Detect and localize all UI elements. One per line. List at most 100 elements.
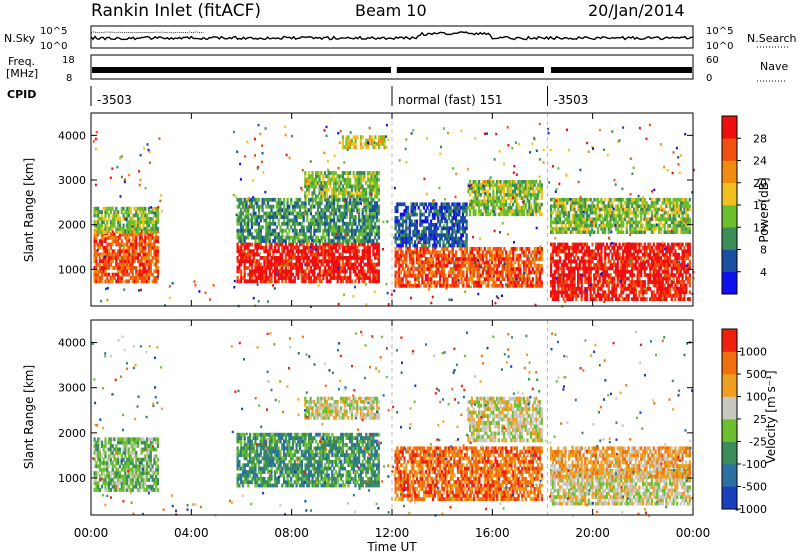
power-cell-6 (408, 273, 411, 278)
power-cell-2 (358, 249, 361, 254)
power-cell-6 (485, 263, 488, 268)
power-cell-3 (277, 201, 280, 206)
power-cell-9 (571, 249, 574, 254)
power-cell-9 (674, 242, 677, 247)
power-cell-6 (510, 263, 513, 268)
power-cell-6 (467, 253, 470, 258)
power-cell-6 (515, 273, 518, 278)
power-cell-7 (454, 205, 457, 210)
cpid-segment-label-1: normal (fast) 151 (398, 93, 502, 107)
power-cell-4 (315, 174, 318, 179)
power-cell-7 (406, 240, 410, 244)
power-cell-1 (127, 206, 131, 211)
power-cell-6 (531, 260, 534, 265)
power-cell-8 (524, 189, 527, 194)
power-cell-6 (508, 283, 511, 288)
power-cell-4 (307, 184, 310, 189)
power-cell-5 (383, 135, 386, 140)
power-cell-3 (347, 232, 350, 237)
power-cell-9 (650, 297, 654, 301)
power-cell-4 (338, 174, 341, 179)
power-cell-0 (147, 239, 151, 243)
power-cell-6 (469, 270, 472, 275)
power-cell-3 (283, 215, 286, 219)
power-cell-3 (341, 211, 345, 216)
power-cell-7 (453, 209, 456, 213)
power-cell-9 (658, 249, 661, 254)
power-cell-3 (347, 208, 350, 212)
power-cell-1 (111, 223, 114, 228)
power-cell-6 (455, 250, 458, 255)
power-cell-6 (467, 260, 470, 265)
power-cell-9 (659, 297, 663, 301)
power-cell-9 (667, 266, 670, 271)
power-cell-9 (640, 280, 643, 284)
power-cell-9 (681, 276, 684, 281)
power-cell-9 (586, 287, 589, 291)
power-cell-3 (363, 221, 366, 226)
power-cell-3 (320, 208, 323, 212)
power-cell-2 (341, 269, 345, 274)
power-cell-0 (122, 272, 125, 277)
power-cell-2 (257, 262, 261, 267)
power-cell-4 (368, 187, 371, 192)
power-cell-3 (308, 239, 311, 243)
power-cell-5 (349, 142, 352, 146)
power-cell-6 (473, 260, 476, 265)
power-cell-4 (318, 181, 321, 185)
power-cell-3 (345, 215, 348, 219)
power-cell-4 (363, 177, 366, 182)
power-cell-7 (405, 223, 408, 227)
power-cell-1 (146, 216, 149, 221)
power-cell-6 (517, 263, 520, 268)
power-cell-0 (135, 239, 138, 243)
power-cell-3 (370, 232, 373, 237)
power-cell-6 (458, 257, 461, 261)
power-cell-1 (118, 230, 122, 235)
power-cell-8 (533, 183, 536, 187)
power-cell-9 (640, 287, 643, 291)
power-cell-4 (311, 171, 314, 175)
power-cell-7 (444, 209, 447, 213)
power-cell-9 (600, 242, 603, 247)
power-cell-3 (315, 201, 318, 206)
power-cell-0 (93, 242, 96, 247)
power-cell-4 (334, 177, 337, 182)
power-cell-2 (295, 242, 298, 247)
power-cell-1 (144, 230, 147, 235)
power-cell-9 (557, 280, 560, 284)
power-cell-0 (95, 229, 98, 233)
power-cell-9 (649, 266, 652, 271)
power-cell-9 (636, 297, 639, 301)
power-cell-7 (426, 226, 429, 231)
power-cell-6 (471, 273, 474, 278)
power-cell-5 (370, 135, 373, 140)
power-cell-0 (144, 272, 147, 277)
power-cell-4 (370, 171, 373, 175)
power-cell-2 (274, 249, 277, 254)
power-cell-9 (591, 242, 594, 247)
power-cell-6 (526, 260, 529, 265)
noise-right-tick-bottom: 10^0 (706, 41, 733, 52)
power-cell-1 (126, 213, 129, 218)
power-cell-8 (504, 183, 508, 187)
power-cell-6 (494, 260, 497, 265)
power-cell-2 (309, 269, 312, 274)
power-cell-2 (283, 269, 286, 274)
power-cell-9 (600, 266, 603, 271)
power-cell-9 (647, 252, 650, 257)
power-cell-3 (277, 197, 280, 202)
power-cell-3 (250, 204, 253, 209)
power-cell-6 (535, 273, 538, 278)
power-cell-2 (365, 245, 368, 250)
power-cell-9 (604, 269, 607, 274)
power-cell-9 (568, 266, 571, 271)
power-cell-8 (537, 183, 540, 187)
power-cell-8 (537, 196, 540, 200)
power-cell-4 (338, 177, 341, 182)
power-cell-6 (514, 267, 517, 271)
power-cell-2 (363, 256, 366, 260)
power-cell-6 (521, 283, 524, 288)
power-cell-7 (414, 229, 417, 234)
power-cell-3 (365, 197, 368, 202)
